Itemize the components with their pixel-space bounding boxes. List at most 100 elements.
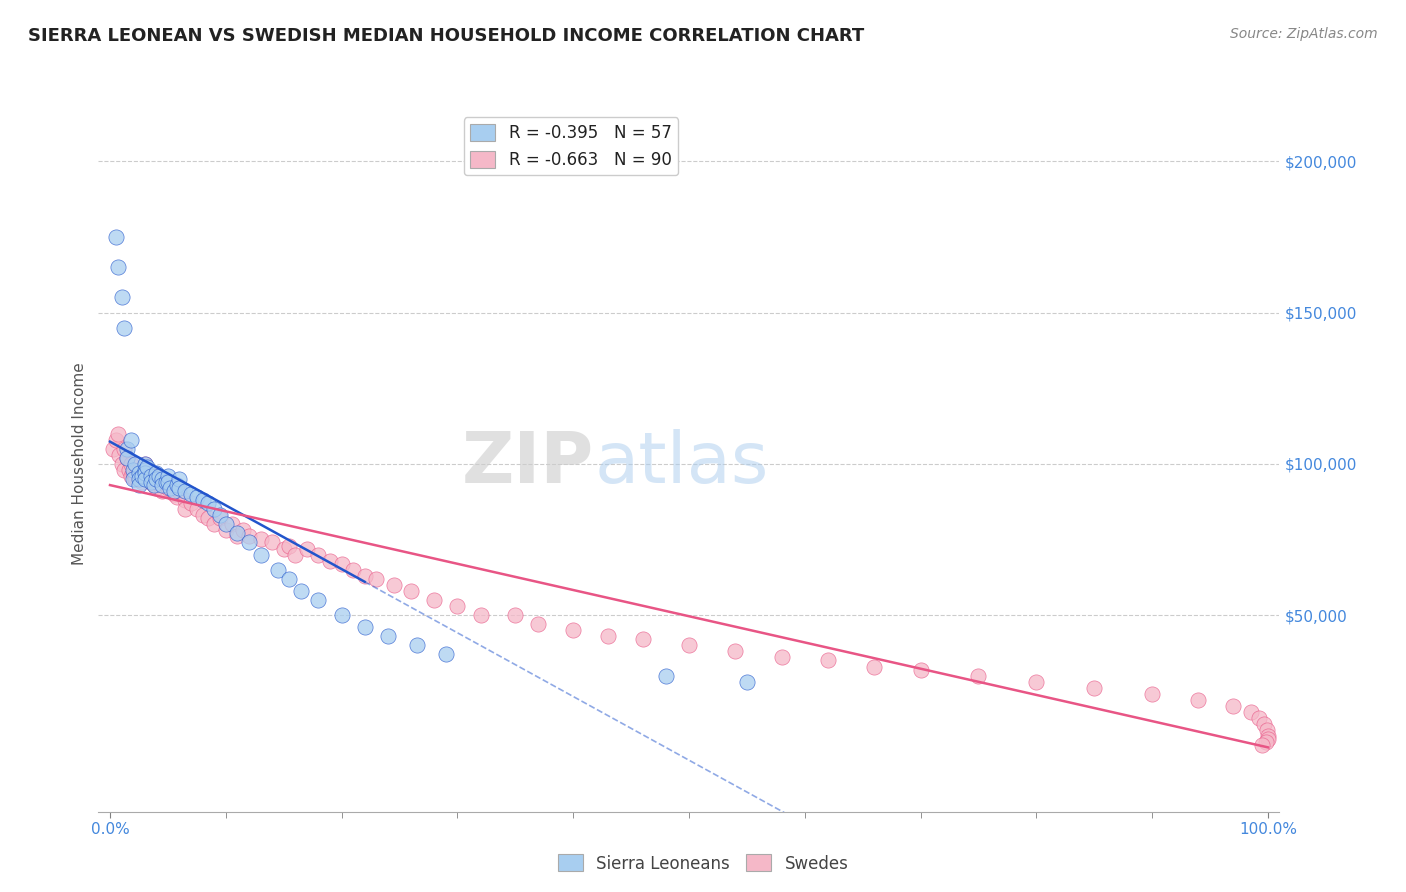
- Point: [1187, 693, 1209, 707]
- Point: [249, 533, 271, 547]
- Point: [191, 493, 214, 508]
- Point: [155, 475, 177, 489]
- Point: [150, 484, 173, 499]
- Point: [131, 466, 153, 480]
- Point: [405, 638, 427, 652]
- Point: [238, 529, 260, 543]
- Point: [174, 502, 197, 516]
- Point: [110, 290, 132, 304]
- Text: atlas: atlas: [595, 429, 769, 499]
- Point: [128, 472, 150, 486]
- Point: [1222, 698, 1244, 713]
- Point: [112, 320, 135, 334]
- Point: [117, 450, 139, 465]
- Point: [1083, 681, 1105, 695]
- Point: [163, 484, 186, 499]
- Point: [174, 484, 197, 499]
- Point: [139, 466, 162, 480]
- Point: [120, 469, 142, 483]
- Point: [136, 459, 159, 474]
- Point: [169, 472, 191, 486]
- Point: [150, 478, 173, 492]
- Point: [128, 463, 150, 477]
- Point: [112, 442, 135, 456]
- Point: [197, 496, 219, 510]
- Point: [139, 475, 162, 489]
- Point: [238, 535, 260, 549]
- Point: [678, 638, 700, 652]
- Point: [377, 629, 399, 643]
- Point: [155, 475, 177, 489]
- Point: [562, 624, 585, 638]
- Point: [1025, 674, 1047, 689]
- Point: [148, 469, 170, 483]
- Point: [186, 502, 208, 516]
- Point: [103, 442, 125, 456]
- Point: [107, 260, 129, 275]
- Point: [215, 517, 238, 532]
- Point: [817, 653, 839, 667]
- Point: [122, 472, 145, 486]
- Point: [120, 457, 142, 471]
- Point: [366, 572, 388, 586]
- Point: [145, 475, 167, 489]
- Point: [143, 478, 166, 492]
- Point: [104, 433, 127, 447]
- Point: [143, 478, 166, 492]
- Point: [128, 466, 150, 480]
- Point: [232, 524, 254, 538]
- Point: [330, 608, 353, 623]
- Point: [967, 668, 990, 682]
- Point: [353, 620, 375, 634]
- Text: Source: ZipAtlas.com: Source: ZipAtlas.com: [1230, 27, 1378, 41]
- Point: [145, 481, 167, 495]
- Point: [353, 568, 375, 582]
- Point: [434, 648, 457, 662]
- Point: [191, 508, 214, 523]
- Point: [278, 572, 301, 586]
- Point: [382, 578, 405, 592]
- Text: SIERRA LEONEAN VS SWEDISH MEDIAN HOUSEHOLD INCOME CORRELATION CHART: SIERRA LEONEAN VS SWEDISH MEDIAN HOUSEHO…: [28, 27, 865, 45]
- Point: [134, 457, 156, 471]
- Point: [139, 469, 162, 483]
- Point: [166, 490, 188, 504]
- Point: [503, 608, 526, 623]
- Point: [262, 535, 284, 549]
- Point: [108, 448, 131, 462]
- Point: [273, 541, 295, 556]
- Point: [319, 554, 342, 568]
- Point: [166, 478, 188, 492]
- Point: [342, 563, 364, 577]
- Point: [131, 475, 153, 489]
- Point: [174, 493, 197, 508]
- Point: [290, 583, 312, 598]
- Point: [124, 457, 146, 471]
- Point: [631, 632, 654, 647]
- Point: [208, 508, 231, 523]
- Y-axis label: Median Household Income: Median Household Income: [72, 362, 87, 566]
- Point: [134, 466, 156, 480]
- Point: [156, 469, 179, 483]
- Point: [128, 478, 150, 492]
- Point: [131, 469, 153, 483]
- Point: [180, 487, 202, 501]
- Point: [124, 469, 146, 483]
- Point: [110, 457, 132, 471]
- Point: [470, 608, 492, 623]
- Point: [122, 466, 145, 480]
- Point: [117, 463, 139, 477]
- Point: [186, 490, 208, 504]
- Point: [107, 426, 129, 441]
- Point: [163, 487, 186, 501]
- Point: [202, 502, 225, 516]
- Point: [249, 548, 271, 562]
- Point: [226, 526, 249, 541]
- Point: [150, 478, 173, 492]
- Point: [226, 529, 249, 543]
- Point: [159, 481, 181, 495]
- Point: [197, 511, 219, 525]
- Point: [202, 517, 225, 532]
- Point: [128, 469, 150, 483]
- Point: [150, 472, 173, 486]
- Point: [156, 481, 179, 495]
